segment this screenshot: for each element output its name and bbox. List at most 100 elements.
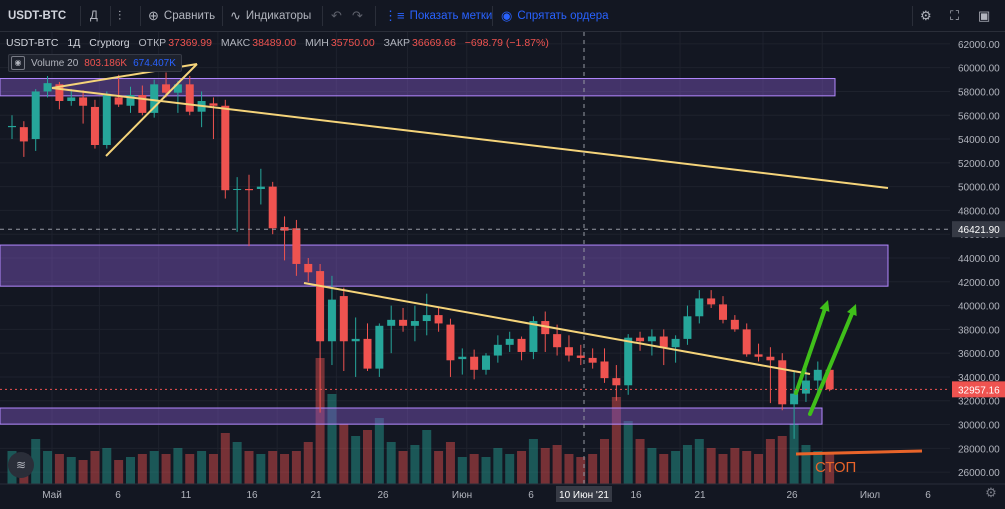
fullscreen-button[interactable]: ⛶ [950, 0, 964, 31]
time-tick-label: 16 [246, 490, 258, 501]
candle-body [517, 338, 526, 352]
green-arrow-line [794, 305, 828, 395]
time-tick-label: 11 [181, 490, 192, 501]
candle-body [529, 321, 538, 352]
candle-body [114, 97, 123, 105]
volume-bar [185, 454, 195, 484]
volume-bar [197, 451, 207, 484]
volume-bar [102, 448, 112, 484]
volume-bar [777, 436, 787, 484]
volume-bar [208, 454, 218, 484]
volume-bar [825, 454, 835, 484]
time-tick-label: 6 [528, 490, 534, 501]
candle-body [221, 105, 230, 191]
volume-bar [742, 451, 752, 484]
chart-settings-gear-icon[interactable]: ⚙ [985, 485, 997, 500]
candle-body [410, 321, 419, 326]
volume-bar [671, 451, 681, 484]
price-tick-label: 48000.00 [958, 206, 1000, 217]
candle-body [778, 360, 787, 405]
candle-body [162, 84, 171, 93]
volume-bar [540, 448, 550, 484]
candle-body [541, 321, 550, 335]
green-arrow-head [847, 304, 857, 316]
volume-bar [137, 454, 147, 484]
candle-body [173, 84, 182, 93]
toolbar-separator [110, 6, 111, 26]
legend-close-label: ЗАКР [383, 37, 411, 49]
interval-button[interactable]: Д [90, 0, 98, 31]
candle-body [766, 356, 775, 361]
candle-body [612, 378, 621, 386]
indicators-label: Индикаторы [245, 9, 312, 22]
show-marks-button[interactable]: ⋮≡ Показать метки [384, 0, 492, 31]
volume-value: 803.186K [84, 57, 128, 69]
candle-body [730, 319, 739, 330]
crosshair-price-badge [952, 221, 1005, 238]
time-tick-label: 6 [925, 490, 931, 501]
time-tick-label: Июл [860, 490, 880, 501]
indicators-button[interactable]: ∿ Индикаторы [230, 0, 311, 31]
price-tick-label: 26000.00 [958, 468, 1000, 479]
crosshair-date-badge [556, 486, 612, 502]
crosshair-date-label: 10 Июн '21 [559, 490, 609, 501]
undo-button[interactable]: ↶ [331, 0, 347, 31]
time-tick-label: 21 [310, 490, 322, 501]
price-tick-label: 50000.00 [958, 183, 1000, 194]
candle-body [588, 357, 597, 363]
volume-bar [291, 451, 301, 484]
candle-body [363, 338, 372, 369]
volume-bar [517, 451, 527, 484]
volume-bar [398, 451, 408, 484]
time-tick-label: 26 [786, 490, 798, 501]
compare-button[interactable]: ⊕ Сравнить [148, 0, 215, 31]
price-tick-label: 28000.00 [958, 444, 1000, 455]
volume-bar [481, 457, 491, 484]
symbol-search-button[interactable]: USDT-BTC [8, 0, 66, 31]
candle-body [102, 93, 111, 145]
candle-body [683, 316, 692, 339]
candle-body [553, 334, 562, 348]
price-chart[interactable]: СТОП 62000.00 60000.00 58000.00 56000.00 5400… [0, 32, 1005, 504]
candlestick-chart-svg[interactable]: СТОП 62000.00 60000.00 58000.00 56000.00 5400… [0, 32, 1005, 504]
volume-bar [434, 451, 444, 484]
hide-orders-label: Спрятать ордера [517, 9, 609, 22]
tradingview-logo-icon[interactable]: ≋ [8, 452, 34, 478]
volume-name: Volume 20 [31, 57, 79, 69]
volume-bar [268, 451, 278, 484]
chart-style-button[interactable]: ⫶ [118, 0, 126, 31]
volume-bar [647, 448, 657, 484]
legend-open-value: 37369.99 [168, 37, 212, 49]
volume-bar [303, 442, 313, 484]
settings-button[interactable]: ⚙ [920, 0, 937, 31]
volume-bar [801, 445, 811, 484]
price-tick-label: 44000.00 [958, 254, 1000, 265]
price-axis-background [950, 32, 1005, 484]
candle-body [292, 228, 301, 264]
candle-body [399, 319, 408, 326]
toolbar-separator [222, 6, 223, 26]
price-tick-label: 32000.00 [958, 397, 1000, 408]
redo-button[interactable]: ↷ [352, 0, 368, 31]
eye-icon[interactable]: ◉ [11, 56, 25, 70]
volume-legend[interactable]: ◉ Volume 20 803.186K 674.407K [8, 54, 182, 72]
time-tick-label: 21 [694, 490, 706, 501]
candle-body [268, 186, 277, 229]
last-price-badge [952, 381, 1005, 398]
price-tick-label: 42000.00 [958, 278, 1000, 289]
hide-orders-button[interactable]: ◉ Спрятать ордера [501, 0, 609, 31]
candle-body [564, 347, 573, 356]
toolbar-separator [80, 6, 81, 26]
volume-bar [611, 397, 621, 484]
snapshot-button[interactable]: ▣ [978, 0, 995, 31]
candle-body [31, 91, 40, 140]
symbol-label: USDT-BTC [8, 9, 67, 22]
candle-body [43, 83, 52, 92]
candle-body [138, 95, 147, 113]
candle-body [671, 338, 680, 348]
price-tick-label: 60000.00 [958, 64, 1000, 75]
candle-body [719, 304, 727, 320]
price-tick-label: 52000.00 [958, 159, 1000, 170]
volume-bar [173, 448, 183, 484]
time-tick-label: Июн [452, 490, 472, 501]
